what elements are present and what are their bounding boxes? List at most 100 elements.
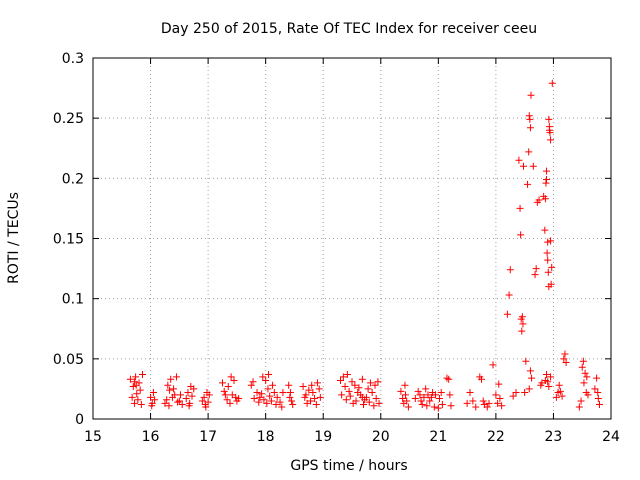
data-point [253, 389, 261, 397]
data-point [267, 397, 275, 405]
data-point [223, 396, 231, 404]
data-point [584, 391, 592, 399]
data-point [543, 249, 551, 257]
plot-area-border [92, 57, 612, 420]
data-point [272, 401, 280, 409]
data-point [164, 381, 172, 389]
data-point [262, 376, 270, 384]
data-point [348, 378, 356, 386]
x-tick-label: 15 [84, 429, 102, 445]
y-tick-label: 0.25 [53, 111, 84, 127]
data-point [519, 320, 527, 328]
data-point [575, 403, 583, 411]
data-point [591, 385, 599, 393]
data-point [149, 389, 157, 397]
data-point [416, 391, 424, 399]
data-points [126, 79, 603, 412]
data-point [434, 404, 442, 412]
x-tick-label: 23 [545, 429, 563, 445]
data-point [166, 386, 174, 394]
data-point [260, 396, 268, 404]
data-point [226, 399, 234, 407]
data-point [543, 167, 551, 175]
data-point [343, 370, 351, 378]
data-point [355, 384, 363, 392]
data-point [126, 375, 134, 383]
data-point [489, 361, 497, 369]
x-tick-label: 24 [602, 429, 620, 445]
data-point [437, 389, 445, 397]
data-point [447, 402, 455, 410]
data-point [483, 403, 491, 411]
data-point [524, 180, 532, 188]
data-point [399, 395, 407, 403]
data-point [138, 370, 146, 378]
data-point [265, 370, 273, 378]
data-point [579, 357, 587, 365]
data-point [542, 179, 550, 187]
data-point [249, 378, 257, 386]
data-point [188, 392, 196, 400]
data-point [255, 398, 263, 406]
data-point [205, 391, 213, 399]
data-point [414, 387, 422, 395]
data-point [308, 381, 316, 389]
data-point [505, 291, 513, 299]
data-point [130, 378, 138, 386]
data-point [506, 266, 514, 274]
data-point [526, 367, 534, 375]
data-point [503, 310, 511, 318]
data-point [288, 397, 296, 405]
data-point [478, 375, 485, 383]
data-point [342, 396, 350, 404]
data-point [172, 373, 180, 381]
grid-lines [93, 58, 611, 419]
data-point [341, 383, 349, 391]
data-point [185, 402, 193, 410]
data-point [430, 403, 438, 411]
data-point [372, 395, 380, 403]
data-point [525, 148, 533, 156]
data-point [518, 327, 526, 335]
data-point [544, 238, 552, 246]
data-point [547, 237, 555, 245]
data-point [178, 401, 186, 409]
data-point [532, 265, 540, 273]
x-tick-label: 19 [314, 429, 332, 445]
data-point [548, 79, 556, 87]
data-point [525, 112, 533, 120]
data-point [426, 397, 434, 405]
data-point [531, 271, 539, 279]
x-tick-label: 22 [487, 429, 505, 445]
data-point [466, 389, 474, 397]
chart-title: Day 250 of 2015, Rate Of TEC Index for r… [161, 21, 537, 37]
data-point [264, 385, 272, 393]
data-point [427, 393, 435, 401]
data-point [375, 399, 383, 407]
data-point [552, 393, 560, 401]
data-point [522, 357, 530, 365]
data-point [302, 391, 310, 399]
data-point [132, 381, 140, 389]
data-point [492, 391, 500, 399]
data-point [163, 396, 171, 404]
data-point [518, 313, 526, 321]
data-point [129, 383, 137, 391]
data-point [494, 399, 502, 407]
data-point [352, 397, 360, 405]
data-point [512, 389, 520, 397]
data-point [431, 391, 439, 399]
data-point [401, 381, 409, 389]
data-point [227, 373, 235, 381]
data-point [435, 395, 443, 403]
data-point [529, 162, 537, 170]
data-point [136, 386, 144, 394]
data-point [404, 403, 412, 411]
data-point [170, 385, 178, 393]
data-point [438, 401, 446, 409]
data-point [578, 363, 586, 371]
data-point [544, 256, 552, 264]
data-point [286, 389, 294, 397]
y-tick-label: 0.2 [62, 171, 84, 187]
data-point [595, 401, 603, 409]
